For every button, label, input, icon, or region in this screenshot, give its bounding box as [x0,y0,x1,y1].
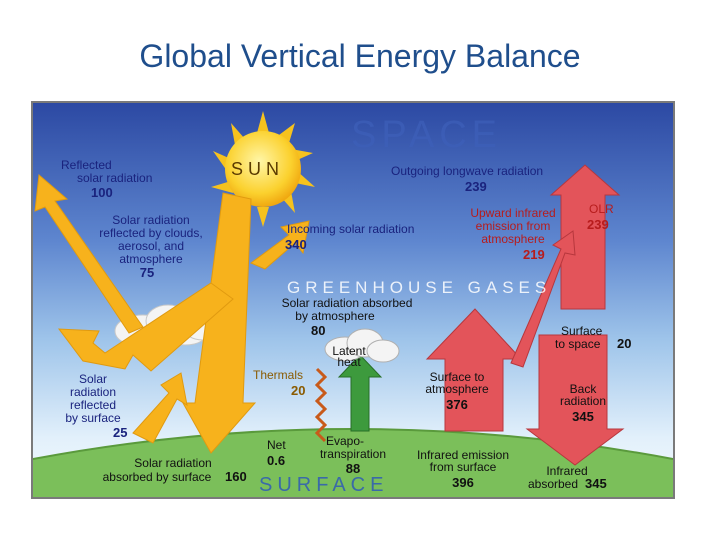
latent-heat-cloud-icon [324,328,400,363]
outgoing-longwave-value: 239 [465,179,487,194]
surface-to-space-label-2: to space [555,337,601,351]
infrared-surface-value: 396 [452,475,474,490]
back-radiation-label-2: radiation [560,394,606,408]
latent-heat-arrow [337,354,383,432]
absorbed-atmosphere-arrow [250,220,310,270]
thermals-icon [314,367,328,443]
incoming-solar-value: 340 [285,237,307,252]
evapotranspiration-label-2: transpiration [320,447,386,461]
upward-infrared-label-2: emission from [476,219,551,233]
reflected-surface-label-3: reflected [70,398,116,412]
olr-label: OLR [589,202,614,216]
energy-balance-diagram: SPACE SUN GREENHOUSE GASES SURFACE Laten… [31,101,675,499]
surface-to-space-value: 20 [617,336,631,351]
absorbed-atmosphere-value: 80 [311,323,325,338]
thermals-label: Thermals [253,368,303,382]
reflected-solar-arrow [34,174,144,334]
upward-infrared-label-3: atmosphere [481,232,545,246]
surface-to-atmosphere-label-2: atmosphere [425,382,489,396]
latent-heat-label-2: heat [337,355,361,369]
absorbed-surface-value: 160 [225,469,247,484]
reflected-clouds-arrow [57,282,234,372]
reflected-solar-label-2: solar radiation [77,171,152,185]
net-label: Net [267,438,286,452]
upward-infrared-value: 219 [523,247,545,262]
surface-to-atmosphere-label-1: Surface to [430,370,485,384]
olr-value: 239 [587,217,609,232]
upward-infrared-label-1: Upward infrared [470,206,555,220]
outgoing-longwave-label: Outgoing longwave radiation [391,164,543,178]
sun-icon [211,111,315,227]
latent-heat-label-1: Latent [332,344,366,358]
back-radiation-label-1: Back [570,382,598,396]
infrared-arrows [425,164,625,466]
slide-title: Global Vertical Energy Balance [139,38,581,74]
evapotranspiration-label-1: Evapo- [326,434,364,448]
reflected-surface-label-2: radiation [70,385,116,399]
evapotranspiration-value: 88 [346,461,360,476]
incoming-solar-arrow [182,192,257,454]
absorbed-atmosphere-label-1: Solar radiation absorbed [282,296,413,310]
surface-to-space-label-1: Surface [561,324,603,338]
reflected-clouds-value: 75 [140,265,154,280]
olr-arrow [549,164,621,310]
reflected-solar-label-1: Reflected [61,158,112,172]
reflected-surface-label-1: Solar [79,372,107,386]
reflected-clouds-label-2: reflected by clouds, [99,226,202,240]
surface-to-space-arrow [510,230,576,368]
space-label: SPACE [351,114,502,156]
infrared-surface-label-2: from surface [430,460,497,474]
infrared-absorbed-label-1: Infrared [546,464,587,478]
infrared-absorbed-label-2: absorbed [528,477,578,491]
thermals-value: 20 [291,383,305,398]
reflected-surface-arrow [132,372,188,444]
reflected-surface-value: 25 [113,425,127,440]
reflected-surface-label-4: by surface [65,411,121,425]
reflected-solar-value: 100 [91,185,113,200]
infrared-absorbed-value: 345 [585,476,607,491]
net-value: 0.6 [267,453,285,468]
absorbed-atmosphere-label-2: by atmosphere [295,309,375,323]
reflected-clouds-label-1: Solar radiation [112,213,189,227]
diagram-canvas: SPACE SUN GREENHOUSE GASES SURFACE Laten… [33,103,673,497]
back-radiation-arrow [525,334,625,466]
back-radiation-value: 345 [572,409,594,424]
reflected-clouds-label-3: aerosol, and [118,239,184,253]
reflected-clouds-label-4: atmosphere [119,252,183,266]
solar-arrows [34,174,310,454]
surface-to-atmosphere-arrow [425,308,523,432]
absorbed-surface-label-1: Solar radiation [134,456,211,470]
surface-to-atmosphere-value: 376 [446,397,468,412]
absorbed-surface-label-2: absorbed by surface [103,470,212,484]
sun-label: SUN [231,159,284,179]
ground [33,429,673,497]
greenhouse-label: GREENHOUSE GASES [287,278,551,297]
surface-label: SURFACE [259,474,388,496]
infrared-surface-label-1: Infrared emission [417,448,509,462]
incoming-solar-label: Incoming solar radiation [287,222,414,236]
